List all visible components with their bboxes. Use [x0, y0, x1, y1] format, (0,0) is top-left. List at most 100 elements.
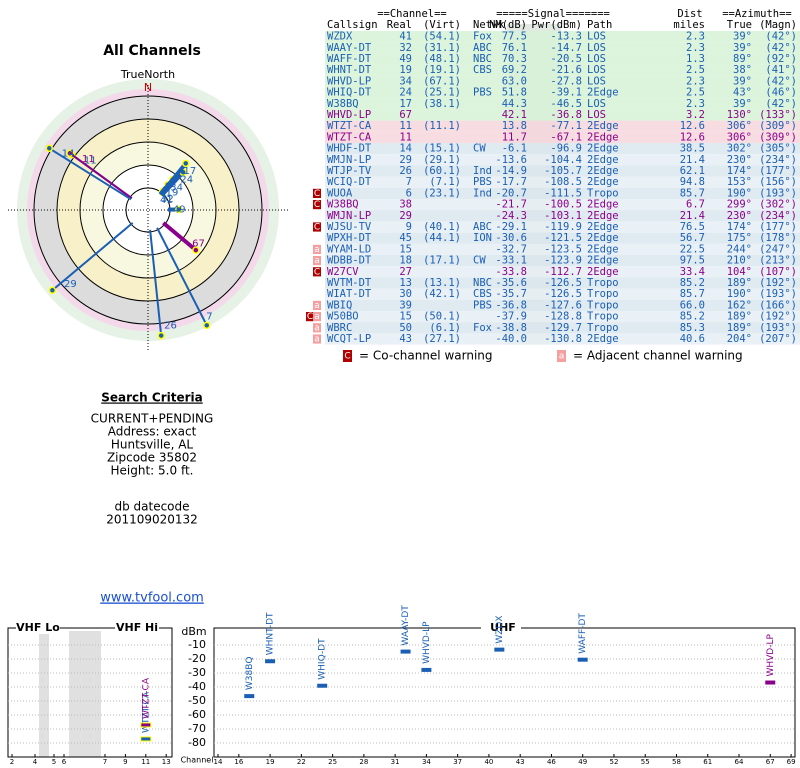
cell: ION	[473, 232, 492, 244]
cell: (38.1)	[423, 98, 461, 110]
cell: (177°)	[759, 221, 797, 233]
y-tick-label: -10	[188, 638, 206, 651]
cell: (192°)	[759, 311, 797, 323]
cell: 306°	[727, 131, 752, 143]
cell: (23.1)	[423, 187, 461, 199]
cell: (46°)	[765, 87, 797, 99]
cell: -13.6	[495, 154, 527, 166]
station-label: 49	[173, 205, 186, 216]
cell: (19.1)	[423, 64, 461, 76]
section-label: VHF Lo	[16, 621, 60, 634]
range-ring	[33, 95, 263, 325]
station-label: 19	[166, 188, 179, 199]
row-bg	[325, 333, 800, 345]
column-header: (Magn)	[759, 19, 797, 31]
cell: 189°	[727, 311, 752, 323]
row-bg	[325, 221, 800, 233]
cell: 85.7	[680, 187, 705, 199]
x-tick-label: 25	[328, 758, 337, 766]
cell: WHDF-DT	[327, 143, 372, 155]
cell: 2Edge	[587, 143, 619, 155]
column-header: Real	[387, 19, 412, 31]
datecode: 201109020132	[106, 513, 198, 527]
warning-box	[313, 200, 321, 210]
criteria-line: CURRENT+PENDING	[91, 412, 214, 426]
cell: (25.1)	[423, 87, 461, 99]
header-top: ==Channel==	[377, 8, 447, 20]
cell: WCIQ-DT	[327, 176, 372, 188]
station-bar	[494, 647, 505, 652]
warning-box	[313, 334, 321, 344]
cell: 43°	[733, 87, 752, 99]
cell: 2Edge	[587, 243, 619, 255]
cell: Ind	[473, 165, 492, 177]
legend-box	[557, 350, 566, 362]
row-bg	[325, 322, 800, 334]
cell: -36.8	[550, 109, 582, 121]
station-bar	[765, 680, 776, 685]
legend-mark: a	[559, 352, 565, 362]
station-callsign: WHIQ-DT	[318, 638, 328, 680]
station-label: 34	[170, 182, 183, 193]
cell: 63.0	[502, 75, 527, 87]
section-label-bg	[115, 622, 159, 634]
header-top: ==Azimuth==	[722, 8, 792, 20]
x-tick-label: 22	[297, 758, 306, 766]
station-marker	[48, 286, 57, 294]
criteria-line: Address: exact	[108, 425, 197, 439]
section-label-bg	[481, 622, 521, 634]
warning-mark: C	[314, 200, 320, 210]
station-bar	[421, 667, 432, 672]
cell: -111.5	[544, 187, 582, 199]
station-label: 41	[160, 195, 173, 206]
warning-box	[313, 323, 321, 333]
cell: W38BQ	[327, 98, 359, 110]
warning-box	[313, 300, 321, 310]
warning-box	[313, 188, 321, 198]
cell: (67.1)	[423, 75, 461, 87]
cell: WHVD-LP	[327, 109, 371, 121]
cell: 2.5	[686, 64, 705, 76]
station-marker	[157, 331, 165, 340]
cell: WYAM-LD	[327, 243, 371, 255]
cell: 3.2	[686, 109, 705, 121]
cell: Tropo	[587, 277, 619, 289]
x-tick-label: 69	[787, 758, 796, 766]
cell: 30	[399, 288, 412, 300]
cell: Tropo	[587, 299, 619, 311]
station-label: 17	[183, 166, 196, 177]
cell: -35.7	[495, 288, 527, 300]
x-tick-label: 64	[735, 758, 744, 766]
x-tick-label: 2	[10, 758, 14, 766]
cell: 104°	[727, 266, 752, 278]
row-bg	[325, 243, 800, 255]
cell: -119.9	[544, 221, 582, 233]
cell: (133°)	[759, 109, 797, 121]
cell: (54.1)	[423, 31, 461, 43]
warning-mark: a	[314, 301, 320, 311]
site-link[interactable]: www.tvfool.com	[100, 591, 204, 606]
station-ray	[48, 147, 132, 201]
range-ring	[102, 164, 194, 256]
cell: (42°)	[765, 42, 797, 54]
x-axis-title: Channel	[181, 756, 214, 765]
cell: 2Edge	[587, 176, 619, 188]
column-header: Netwk	[473, 19, 505, 31]
cell: (247°)	[759, 243, 797, 255]
x-tick-label: 46	[547, 758, 556, 766]
cell: 19	[399, 64, 412, 76]
station-bar	[140, 722, 152, 728]
cell: WPXH-DT	[327, 232, 372, 244]
cell: LOS	[587, 109, 606, 121]
cell: -130.8	[544, 333, 582, 345]
cell: (92°)	[765, 53, 797, 65]
cell: Fox	[473, 31, 492, 43]
row-bg	[325, 53, 800, 65]
cell: 66.0	[680, 299, 705, 311]
cell: (41°)	[765, 64, 797, 76]
cell: -14.9	[495, 165, 527, 177]
warning-mark: a	[314, 256, 320, 266]
cell: (42°)	[765, 75, 797, 87]
cell: WTZT-CA	[327, 120, 372, 132]
cell: PBS	[473, 176, 492, 188]
